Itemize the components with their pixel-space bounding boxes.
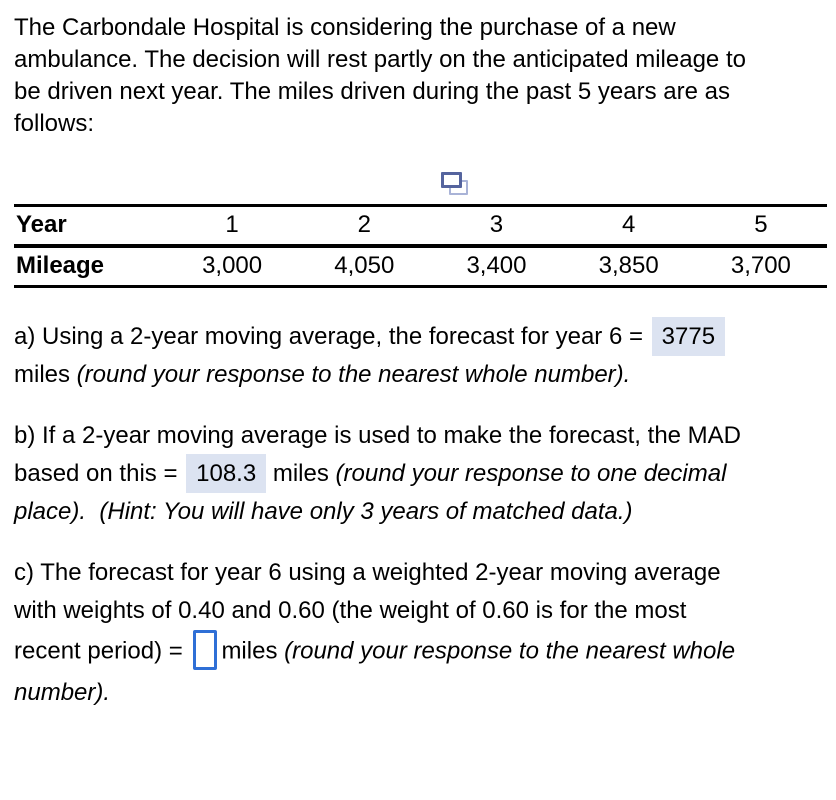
- answer-field-b[interactable]: 108.3: [186, 454, 267, 493]
- part-b-line-1: b) If a 2-year moving average is used to…: [14, 417, 827, 455]
- table-row-year: Year 1 2 3 4 5: [14, 205, 827, 248]
- question-part-b: b) If a 2-year moving average is used to…: [14, 417, 827, 531]
- mileage-cell: 4,050: [334, 252, 395, 279]
- year-cell: 2: [298, 205, 431, 248]
- mileage-cell: 3,700: [730, 252, 791, 279]
- mileage-cell: 3,000: [202, 252, 263, 279]
- part-c-instruction-end: number).: [14, 679, 111, 706]
- answer-input-c[interactable]: [193, 630, 218, 670]
- part-c-line-1: c) The forecast for year 6 using a weigh…: [14, 554, 827, 592]
- part-a-instruction: (round your response to the nearest whol…: [76, 361, 631, 388]
- part-b-line-2: based on this = 108.3 miles (round your …: [14, 454, 827, 493]
- problem-statement-line: ambulance. The decision will rest partly…: [14, 46, 746, 73]
- part-c-line-4: number).: [14, 674, 827, 712]
- part-c-line-2: with weights of 0.40 and 0.60 (the weigh…: [14, 592, 827, 630]
- part-c-text: recent period) =: [14, 637, 190, 665]
- mileage-cell: 3,850: [598, 252, 659, 279]
- part-b-instruction: (round your response to one decimal: [335, 460, 727, 487]
- year-header-label: Year: [14, 205, 166, 248]
- part-c-instruction: (round your response to the nearest whol…: [284, 637, 736, 665]
- problem-statement-line: follows:: [14, 110, 95, 137]
- part-b-text: based on this =: [14, 460, 185, 487]
- mileage-header-label: Mileage: [16, 252, 105, 279]
- answer-field-a[interactable]: 3775: [651, 317, 726, 356]
- part-b-line-3: place). (Hint: You will have only 3 year…: [14, 493, 827, 531]
- problem-statement-line: be driven next year. The miles driven du…: [14, 78, 730, 105]
- copy-icon[interactable]: [441, 172, 469, 196]
- question-part-c: c) The forecast for year 6 using a weigh…: [14, 554, 827, 712]
- part-c-text: c) The forecast for year 6 using a weigh…: [14, 559, 721, 586]
- part-c-units: miles: [221, 637, 285, 665]
- part-a-line-2: miles (round your response to the neares…: [14, 356, 827, 394]
- mileage-cell: 3,400: [466, 252, 527, 279]
- part-b-hint: place). (Hint: You will have only 3 year…: [14, 498, 633, 525]
- year-cell: 3: [430, 205, 563, 248]
- part-a-units: miles: [14, 361, 77, 388]
- part-c-line-3: recent period) = miles (round your respo…: [14, 630, 827, 674]
- problem-statement-line: The Carbondale Hospital is considering t…: [14, 14, 676, 41]
- year-cell: 5: [694, 205, 827, 248]
- year-cell: 4: [562, 205, 695, 248]
- mileage-table: Year 1 2 3 4 5 Mileage 3,000 4,050 3,400…: [14, 204, 827, 288]
- part-a-text: a) Using a 2-year moving average, the fo…: [14, 323, 650, 350]
- part-b-text: b) If a 2-year moving average is used to…: [14, 422, 742, 449]
- problem-statement: The Carbondale Hospital is considering t…: [14, 12, 827, 140]
- part-b-units: miles: [266, 460, 336, 487]
- question-part-a: a) Using a 2-year moving average, the fo…: [14, 317, 827, 394]
- copy-icon-front-layer: [441, 172, 462, 188]
- table-toolbar: [14, 172, 827, 198]
- table-row-mileage: Mileage 3,000 4,050 3,400 3,850 3,700: [14, 246, 827, 287]
- year-cell: 1: [166, 205, 299, 248]
- part-c-text: with weights of 0.40 and 0.60 (the weigh…: [14, 597, 687, 624]
- part-a-line-1: a) Using a 2-year moving average, the fo…: [14, 317, 827, 356]
